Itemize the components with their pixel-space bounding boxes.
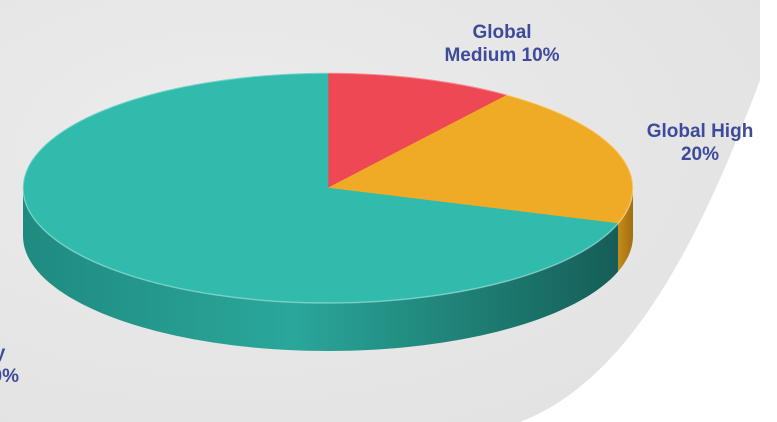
data-label-line: y <box>0 342 80 365</box>
data-label-global-high: Global High 20% <box>620 120 777 166</box>
data-label-line: Global High <box>646 121 754 142</box>
data-label-line: 70% <box>0 366 20 387</box>
data-label-global-medium: Global Medium 10% <box>422 21 582 67</box>
pie-rim-highlight <box>22 72 634 304</box>
pie-slice-global-high <box>327 94 634 224</box>
pie-slice-global-medium <box>327 72 509 189</box>
pie-slice-global-low <box>22 72 619 304</box>
data-label-line: 20% <box>680 144 720 165</box>
data-label-line: Medium 10% <box>444 45 560 66</box>
pie-wall-global-high <box>618 188 633 272</box>
pie-top-faces <box>22 72 634 304</box>
data-label-line: Global <box>472 22 532 43</box>
data-label-global-low: y 70% <box>0 342 80 388</box>
pie-side-walls <box>23 188 633 351</box>
pie-wall-global-low <box>23 188 619 351</box>
